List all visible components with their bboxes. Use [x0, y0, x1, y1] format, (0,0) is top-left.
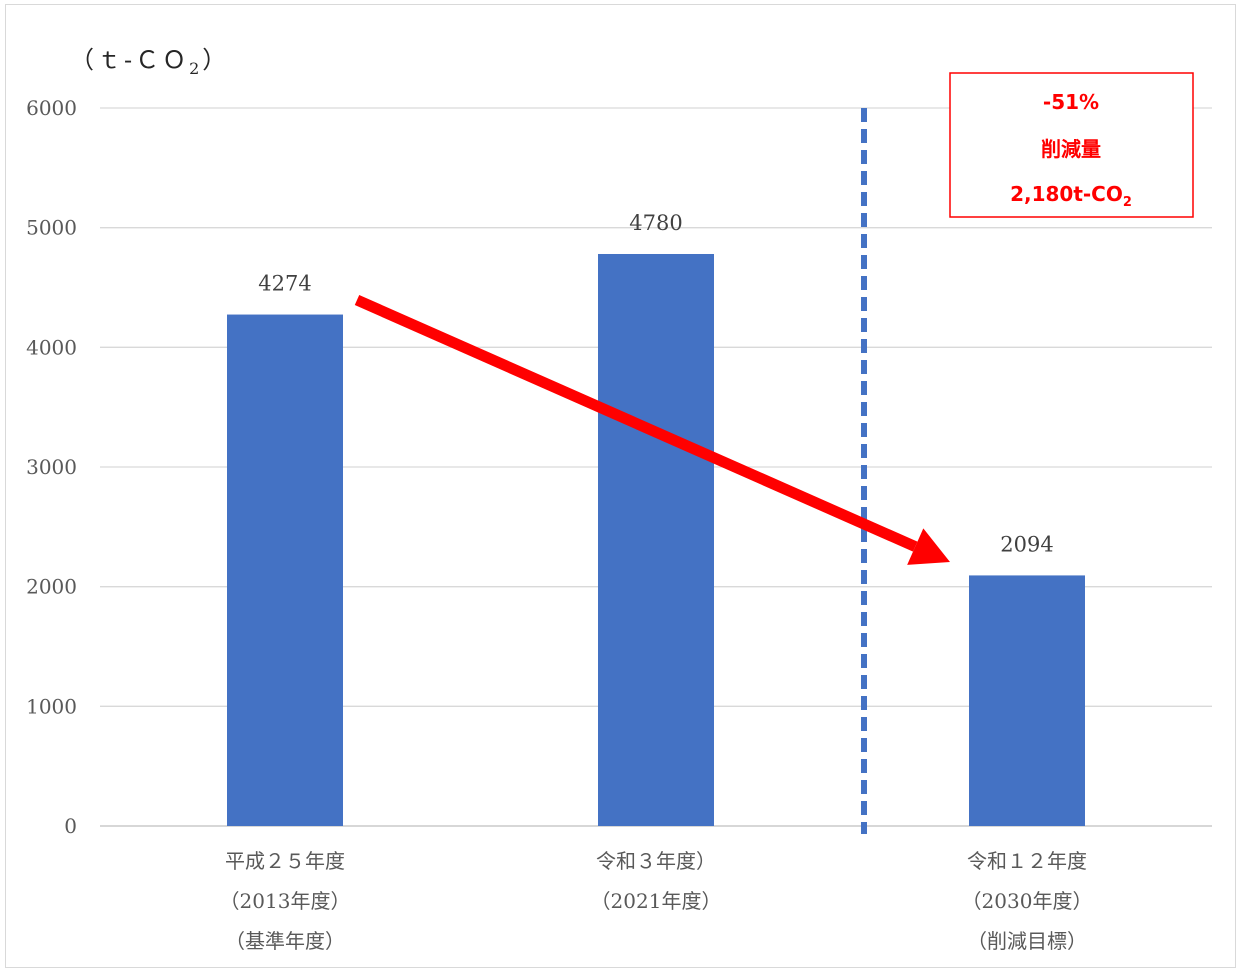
category-label: 令和３年度）: [596, 849, 716, 873]
y-tick-label: 1000: [26, 694, 77, 718]
unit-sub: 2: [189, 59, 202, 78]
bar: [598, 254, 714, 826]
unit-close: ）: [202, 46, 229, 74]
y-tick-label: 4000: [26, 335, 77, 359]
category-label: 平成２５年度: [225, 849, 345, 873]
annotation-title: 削減量: [1041, 137, 1101, 161]
category-label: （削減目標）: [967, 929, 1087, 953]
category-label: （2013年度）: [220, 889, 351, 913]
y-tick-label: 5000: [26, 216, 77, 240]
category-label: （基準年度）: [225, 929, 345, 953]
unit-base: （ｔ‐ＣＯ: [70, 46, 189, 74]
y-tick-labels: 0 1000 2000 3000 4000 5000 6000: [26, 96, 77, 838]
category-labels: 平成２５年度 （2013年度） （基準年度） 令和３年度） （2021年度） 令和１２年度…: [220, 849, 1093, 953]
annotation-amount-sub: 2: [1123, 195, 1132, 210]
annotation-amount: 2,180t-CO2: [1010, 182, 1132, 210]
data-label: 4274: [258, 272, 311, 296]
annotation-percent: -51%: [1043, 90, 1099, 114]
data-label: 4780: [629, 211, 682, 235]
annotation-amount-base: 2,180t-CO: [1010, 182, 1123, 206]
category-label: （2030年度）: [962, 889, 1093, 913]
y-tick-label: 6000: [26, 96, 77, 120]
y-tick-label: 3000: [26, 455, 77, 479]
bar: [227, 315, 343, 826]
bar: [969, 575, 1085, 826]
bars: [227, 254, 1085, 826]
y-tick-label: 2000: [26, 575, 77, 599]
category-label: （2021年度）: [591, 889, 722, 913]
data-label: 2094: [1000, 532, 1053, 556]
category-label: 令和１２年度: [967, 849, 1087, 873]
reduction-annotation-box: -51% 削減量 2,180t-CO2: [950, 73, 1193, 217]
y-tick-label: 0: [64, 814, 77, 838]
y-axis-unit-label: （ｔ‐ＣＯ2）: [70, 46, 229, 78]
